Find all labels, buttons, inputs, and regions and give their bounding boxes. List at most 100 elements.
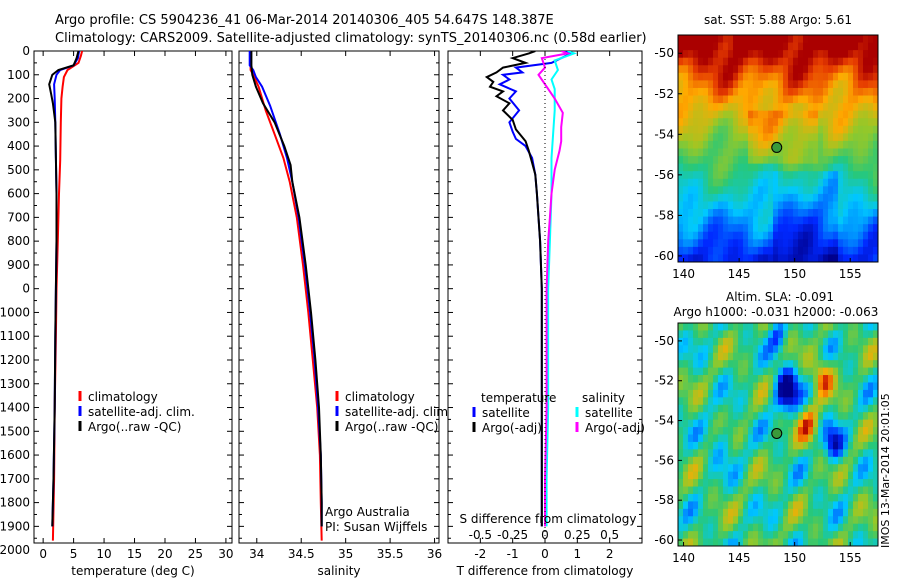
map-cell bbox=[873, 441, 879, 450]
map-cell bbox=[813, 186, 819, 195]
map-cell bbox=[803, 427, 809, 435]
map-cell bbox=[828, 508, 834, 517]
map-cell bbox=[773, 103, 779, 112]
map-cell bbox=[793, 239, 799, 248]
map-cell bbox=[718, 57, 724, 66]
map-cell bbox=[738, 125, 744, 134]
side-stamp: IMOS 13-Mar-2014 20:01:05 bbox=[879, 393, 892, 548]
map-cell bbox=[718, 246, 724, 255]
map-cell bbox=[693, 382, 699, 391]
map-cell bbox=[753, 441, 759, 450]
map-cell bbox=[823, 389, 829, 398]
map-cell bbox=[693, 87, 699, 96]
map-cell bbox=[873, 171, 879, 180]
map-cell bbox=[743, 360, 749, 368]
map-cell bbox=[803, 456, 809, 465]
map-cell bbox=[828, 367, 834, 376]
map-cell bbox=[683, 201, 689, 210]
map-cell bbox=[743, 171, 749, 180]
map-cell bbox=[793, 171, 799, 180]
map-cell bbox=[848, 456, 854, 465]
map-cell bbox=[728, 118, 734, 127]
x-tick-label: 140 bbox=[672, 267, 695, 281]
map-cell bbox=[823, 486, 829, 495]
map-cell bbox=[768, 382, 774, 391]
map-cell bbox=[843, 65, 849, 74]
map-cell bbox=[758, 65, 764, 74]
map-cell bbox=[738, 72, 744, 81]
argo-position-marker bbox=[771, 427, 783, 439]
map-cell bbox=[693, 118, 699, 127]
map-cell bbox=[693, 345, 699, 354]
map-cell bbox=[828, 103, 834, 112]
map-cell bbox=[748, 35, 754, 43]
map-cell bbox=[823, 224, 829, 233]
map-cell bbox=[773, 231, 779, 240]
map-cell bbox=[718, 42, 724, 51]
map-cell bbox=[708, 479, 714, 487]
map-cell bbox=[768, 156, 774, 165]
map-cell bbox=[873, 345, 879, 354]
map-cell bbox=[813, 427, 819, 435]
y-tick-label: 1300 bbox=[0, 377, 30, 391]
map-cell bbox=[723, 118, 729, 127]
map-cell bbox=[818, 224, 824, 233]
map-cell bbox=[873, 140, 879, 149]
map-cell bbox=[693, 471, 699, 480]
map-cell bbox=[793, 389, 799, 398]
map-cell bbox=[833, 427, 839, 435]
map-cell bbox=[688, 323, 694, 331]
map-cell bbox=[853, 201, 859, 210]
map-cell bbox=[863, 412, 869, 421]
map-cell bbox=[778, 360, 784, 368]
map-cell bbox=[813, 42, 819, 51]
map-cell bbox=[708, 367, 714, 376]
map-cell bbox=[843, 231, 849, 240]
map-cell bbox=[708, 80, 714, 89]
y-tick-label: 400 bbox=[7, 139, 30, 153]
map-cell bbox=[833, 493, 839, 502]
x-tick-label: 35 bbox=[338, 547, 353, 561]
map-cell bbox=[808, 352, 814, 361]
map-cell bbox=[723, 479, 729, 487]
map-cell bbox=[728, 382, 734, 391]
map-cell bbox=[798, 231, 804, 240]
map-cell bbox=[718, 133, 724, 142]
map-cell bbox=[718, 95, 724, 104]
annotation-line: PI: Susan Wijffels bbox=[325, 520, 427, 534]
map-cell bbox=[738, 456, 744, 465]
map-cell bbox=[828, 246, 834, 255]
map-cell bbox=[808, 367, 814, 376]
map-cell bbox=[863, 486, 869, 495]
map-cell bbox=[773, 133, 779, 142]
map-cell bbox=[733, 382, 739, 391]
map-cell bbox=[803, 367, 809, 376]
map-cell bbox=[853, 479, 859, 487]
map-cell bbox=[743, 125, 749, 134]
map-cell bbox=[688, 352, 694, 361]
map-cell bbox=[798, 538, 804, 547]
map-cell bbox=[723, 493, 729, 502]
map-cell bbox=[838, 239, 844, 248]
map-cell bbox=[753, 57, 759, 66]
map-cell bbox=[743, 42, 749, 51]
map-cell bbox=[873, 57, 879, 66]
map-cell bbox=[713, 486, 719, 495]
map-cell bbox=[748, 254, 754, 263]
map-cell bbox=[688, 367, 694, 376]
map-cell bbox=[813, 449, 819, 458]
map-cell bbox=[698, 404, 704, 413]
map-cell bbox=[868, 456, 874, 465]
map-cell bbox=[693, 323, 699, 331]
map-cell bbox=[848, 156, 854, 165]
map-cell bbox=[698, 163, 704, 172]
map-cell bbox=[823, 397, 829, 406]
map-cell bbox=[818, 42, 824, 51]
map-cell bbox=[848, 531, 854, 539]
map-cell bbox=[683, 125, 689, 134]
map-cell bbox=[738, 193, 744, 202]
map-cell bbox=[728, 224, 734, 233]
map-cell bbox=[788, 389, 794, 398]
map-cell bbox=[858, 50, 864, 59]
map-cell bbox=[863, 456, 869, 465]
